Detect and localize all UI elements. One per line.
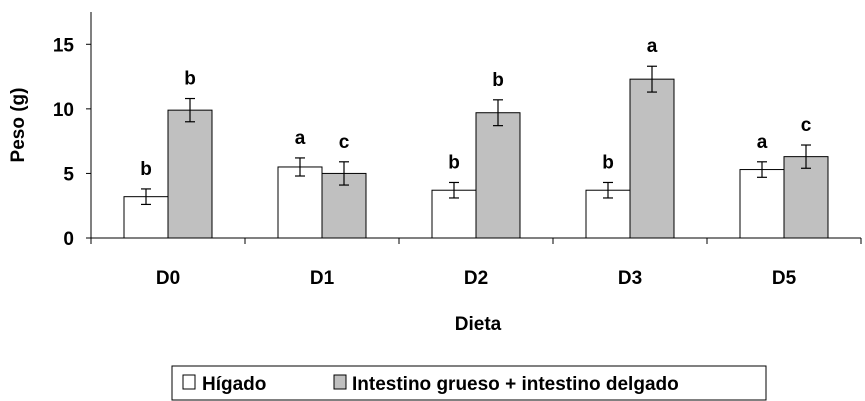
x-tick-label: D0 [156, 268, 180, 289]
bar [123, 196, 169, 239]
bar [475, 112, 521, 239]
x-axis-title: Dieta [455, 314, 502, 335]
y-tick-label: 0 [63, 229, 74, 250]
axes: 0 5 10 15 [53, 12, 862, 250]
legend: Hígado Intestino grueso + intestino delga… [171, 365, 767, 401]
bars [123, 65, 829, 239]
x-tick-label: D2 [464, 268, 488, 289]
legend-swatch [333, 374, 347, 390]
significance-label: a [647, 36, 658, 57]
bar [277, 166, 323, 239]
significance-label: b [184, 69, 196, 90]
legend-swatch [182, 374, 196, 390]
legend-box [171, 365, 767, 401]
significance-label: b [140, 159, 152, 180]
y-tick-label: 10 [53, 100, 74, 121]
significance-label: a [295, 128, 306, 149]
bar [167, 109, 213, 239]
bar [629, 78, 675, 239]
x-tick-label: D1 [310, 268, 335, 289]
bar [739, 169, 785, 239]
significance-label: a [757, 132, 768, 153]
y-axis-title: Peso (g) [8, 88, 29, 163]
y-tick-label: 5 [63, 164, 74, 185]
significance-label: b [448, 152, 460, 173]
x-tick-label: D3 [618, 268, 642, 289]
legend-label: Intestino grueso + intestino delgado [352, 374, 679, 395]
labels: D0 b b D1 a c D2 b b D3 b a D5 a c [140, 36, 812, 289]
y-tick-label: 15 [53, 35, 75, 56]
significance-label: c [801, 115, 812, 136]
significance-label: b [602, 152, 614, 173]
significance-label: b [492, 70, 504, 91]
x-tick-label: D5 [772, 268, 797, 289]
legend-label: Hígado [202, 374, 266, 395]
significance-label: c [339, 132, 350, 153]
